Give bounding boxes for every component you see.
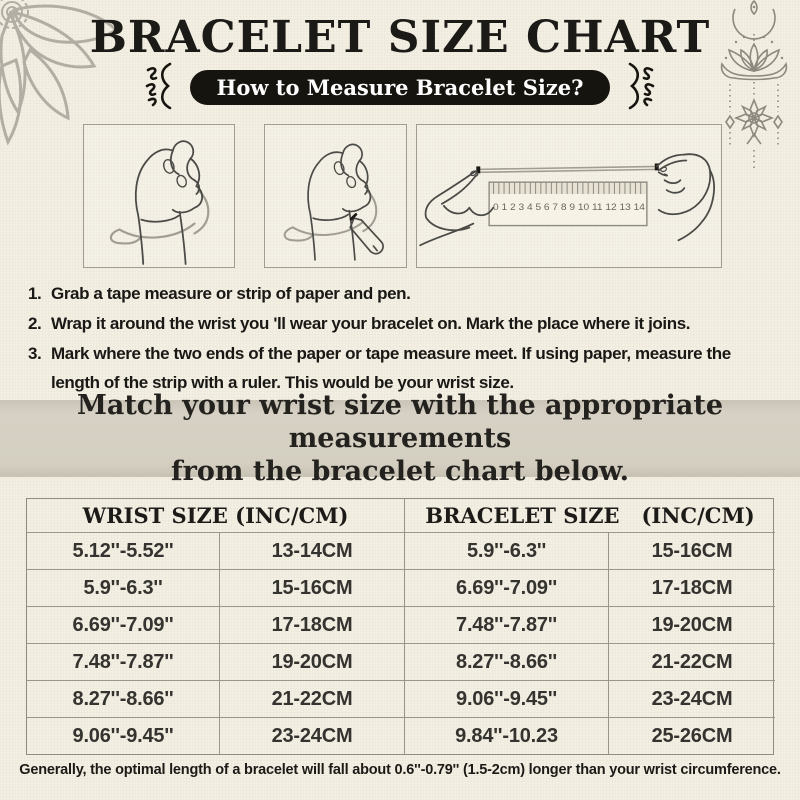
- table-cell: 5.12''-5.52'': [27, 532, 219, 569]
- table-cell: 9.06''-9.45'': [27, 717, 219, 754]
- match-heading-line2: from the bracelet chart below.: [171, 456, 629, 487]
- table-cell: 6.69''-7.09'': [404, 569, 608, 606]
- step-number: 1.: [28, 284, 42, 303]
- illustration-wrist-string: [83, 124, 235, 268]
- measure-badge: How to Measure Bracelet Size?: [189, 69, 611, 105]
- step-text: Grab a tape measure or strip of paper an…: [51, 284, 411, 303]
- table-cell: 13-14CM: [219, 532, 404, 569]
- ruler-icon: 0 1 2 3 4 5 6 7 8 9 10 11 12 13 14: [488, 181, 648, 227]
- table-cell: 17-18CM: [608, 569, 775, 606]
- table-cell: 5.9''-6.3'': [27, 569, 219, 606]
- table-cell: 23-24CM: [608, 680, 775, 717]
- illustration-wrist-pen: [264, 124, 407, 268]
- step-number: 2.: [28, 314, 42, 333]
- table-cell: 9.84''-10.23: [404, 717, 608, 754]
- table-cell: 19-20CM: [219, 643, 404, 680]
- footer-note: Generally, the optimal length of a brace…: [19, 762, 781, 778]
- table-cell: 17-18CM: [219, 606, 404, 643]
- squiggle-ornament-right: [629, 62, 655, 110]
- table-cell: 7.48''-7.87'': [404, 606, 608, 643]
- page-title: BRACELET SIZE CHART: [89, 12, 711, 63]
- table-cell: 8.27''-8.66'': [404, 643, 608, 680]
- step-item-2: 2. Wrap it around the wrist you 'll wear…: [28, 309, 776, 338]
- table-cell: 7.48''-7.87'': [27, 643, 219, 680]
- table-cell: 15-16CM: [608, 532, 775, 569]
- table-cell: 21-22CM: [219, 680, 404, 717]
- table-cell: 8.27''-8.66'': [27, 680, 219, 717]
- step-number: 3.: [28, 344, 42, 363]
- match-heading-band: Match your wrist size with the appropria…: [0, 390, 800, 487]
- badge-row: How to Measure Bracelet Size?: [0, 62, 800, 112]
- table-cell: 19-20CM: [608, 606, 775, 643]
- table-cell: 9.06''-9.45'': [404, 680, 608, 717]
- illustration-ruler-measure: 0 1 2 3 4 5 6 7 8 9 10 11 12 13 14: [416, 124, 722, 268]
- squiggle-ornament-left: [145, 62, 171, 110]
- table-cell: 15-16CM: [219, 569, 404, 606]
- left-hand: [419, 170, 494, 247]
- step-text: Wrap it around the wrist you 'll wear yo…: [51, 314, 691, 333]
- table-cell: 21-22CM: [608, 643, 775, 680]
- table-header-bracelet-size: BRACELET SIZE (INC/CM): [404, 499, 775, 532]
- step-item-3: 3. Mark where the two ends of the paper …: [28, 339, 776, 397]
- table-cell: 6.69''-7.09'': [27, 606, 219, 643]
- ruler-numbers: 0 1 2 3 4 5 6 7 8 9 10 11 12 13 14: [493, 202, 645, 212]
- step-item-1: 1. Grab a tape measure or strip of paper…: [28, 279, 776, 308]
- table-cell: 25-26CM: [608, 717, 775, 754]
- instruction-steps: 1. Grab a tape measure or strip of paper…: [28, 279, 776, 398]
- match-heading-line1: Match your wrist size with the appropria…: [76, 390, 724, 454]
- step-text: Mark where the two ends of the paper or …: [51, 344, 731, 392]
- right-hand: [655, 153, 715, 242]
- table-header-wrist-size: WRIST SIZE (INC/CM): [82, 503, 349, 528]
- table-cell: 5.9''-6.3'': [404, 532, 608, 569]
- table-cell: 23-24CM: [219, 717, 404, 754]
- paper-strip: [477, 165, 659, 174]
- pen-icon: [349, 217, 384, 255]
- size-table: WRIST SIZE (INC/CM) BRACELET SIZE (INC/C…: [26, 498, 775, 755]
